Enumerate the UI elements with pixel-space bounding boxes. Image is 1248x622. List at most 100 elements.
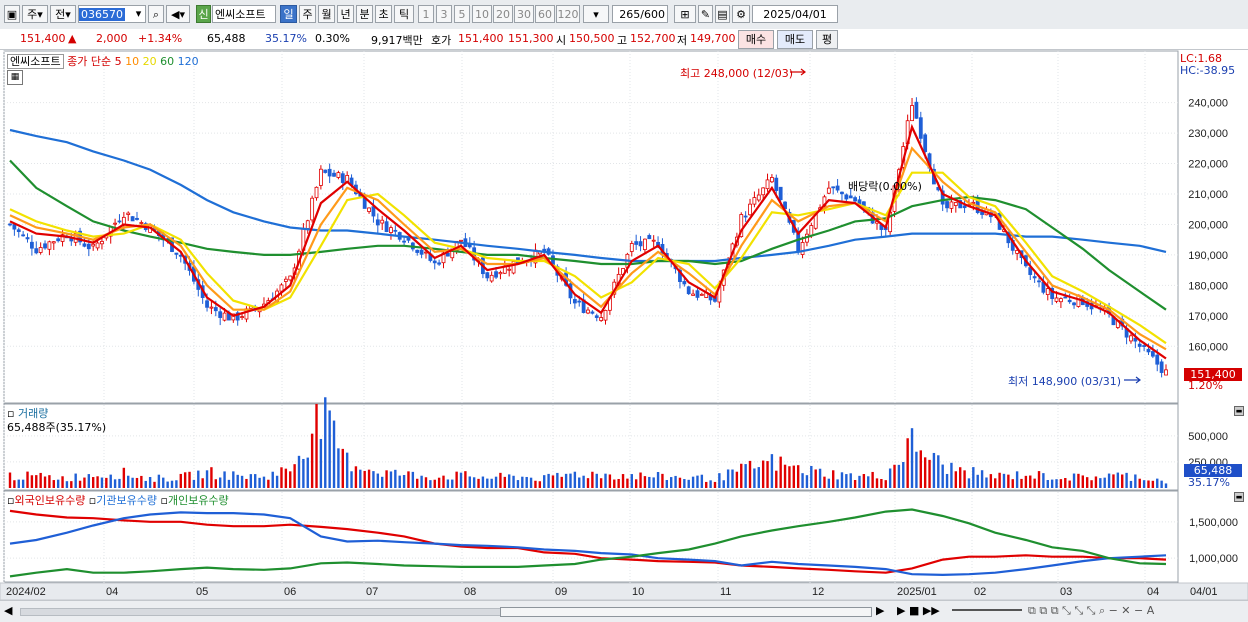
period-month[interactable]: 월 bbox=[318, 5, 335, 23]
period-second[interactable]: 초 bbox=[375, 5, 392, 23]
date-input[interactable]: 2025/04/01 bbox=[752, 5, 838, 23]
volume-bar bbox=[923, 457, 927, 488]
period-day[interactable]: 일 bbox=[280, 5, 297, 23]
volume-bar bbox=[48, 475, 51, 488]
scroll-right-icon[interactable]: ▶ bbox=[876, 604, 885, 617]
period-year[interactable]: 년 bbox=[337, 5, 354, 23]
candle-body bbox=[367, 207, 371, 212]
volume-bar bbox=[652, 477, 655, 488]
volume-bar bbox=[464, 471, 467, 488]
play-icon[interactable]: ▶ ■ ▶▶ bbox=[897, 604, 940, 617]
volume-bar bbox=[915, 451, 918, 488]
volume-bar bbox=[455, 471, 458, 488]
volume-bar bbox=[788, 466, 791, 488]
draw-icon[interactable]: ✎ bbox=[698, 5, 713, 23]
volume-bar bbox=[963, 470, 966, 488]
candle-body bbox=[695, 290, 700, 298]
x-tick-label: 06 bbox=[284, 586, 296, 598]
sell-button[interactable]: 매도 bbox=[777, 30, 813, 49]
interval-120[interactable]: 120 bbox=[556, 5, 580, 23]
candle-body bbox=[1146, 348, 1151, 353]
volume-bar bbox=[880, 479, 883, 488]
save-icon[interactable]: ▤ bbox=[715, 5, 730, 23]
volume-bar bbox=[21, 479, 25, 488]
volume-bar bbox=[306, 457, 309, 488]
price-tick-label: 220,000 bbox=[1188, 159, 1228, 171]
scroll-thumb[interactable] bbox=[500, 607, 872, 617]
volume-bar bbox=[814, 469, 817, 488]
volume-bar bbox=[1138, 478, 1141, 488]
volume-bar bbox=[135, 477, 139, 488]
x-tick-label: 10 bbox=[632, 586, 644, 598]
volume-bar bbox=[359, 469, 362, 488]
volume-bar bbox=[503, 476, 507, 488]
volume-bar bbox=[13, 480, 16, 488]
candle-body bbox=[34, 248, 39, 254]
candle-body bbox=[29, 241, 34, 249]
legend-stock-name[interactable]: 엔씨소프트 bbox=[7, 54, 64, 69]
count-input[interactable]: 265/600 bbox=[612, 5, 668, 23]
interval-dropdown[interactable]: ▾ bbox=[583, 5, 609, 23]
period-year-label: 년 bbox=[340, 8, 351, 21]
interval-30[interactable]: 30 bbox=[514, 5, 534, 23]
candle-body bbox=[1150, 351, 1155, 357]
code-input[interactable]: 036570 bbox=[78, 5, 146, 23]
volume-bar bbox=[823, 476, 826, 488]
volume-bar bbox=[83, 477, 86, 488]
volume-bar bbox=[718, 473, 721, 488]
volume-bar bbox=[740, 463, 743, 488]
crosshair-icon[interactable]: ⊞ bbox=[674, 5, 696, 23]
period-week[interactable]: 주 bbox=[299, 5, 316, 23]
price-tick-label: 240,000 bbox=[1188, 98, 1228, 110]
bottom-nav-bar: ◀ ▶ ▶ ■ ▶▶ ⧉ ⧉ ⧉ ⤡ ⤡ ⤡ ⌕ − ✕ − A bbox=[0, 600, 1248, 622]
interval-5[interactable]: 5 bbox=[454, 5, 470, 23]
volume-bar bbox=[376, 473, 380, 488]
interval-10[interactable]: 10 bbox=[472, 5, 492, 23]
x-tick-label: 08 bbox=[464, 586, 476, 598]
period-minute[interactable]: 분 bbox=[356, 5, 373, 23]
volume-bar bbox=[766, 461, 769, 488]
volume-title: 거래량 bbox=[17, 407, 49, 420]
holdings-panel bbox=[9, 508, 1167, 578]
stock-chart[interactable]: 240,000 230,000 220,000 210,000 200,000 190,0… bbox=[0, 0, 1248, 600]
volume-bar bbox=[223, 471, 226, 488]
volume-bar bbox=[1064, 477, 1067, 488]
volume-bar bbox=[433, 479, 436, 488]
zoom-slider[interactable] bbox=[952, 606, 1022, 611]
volume-bar bbox=[61, 476, 64, 488]
candle-body bbox=[240, 316, 244, 318]
eval-button[interactable]: 평 bbox=[816, 30, 838, 49]
interval-3[interactable]: 3 bbox=[436, 5, 452, 23]
grid-icon[interactable]: ▦ bbox=[7, 70, 23, 85]
sound-icon[interactable]: ◀▾ bbox=[166, 5, 190, 23]
interval-1[interactable]: 1 bbox=[418, 5, 434, 23]
volume-bar bbox=[578, 477, 581, 488]
buy-button[interactable]: 매수 bbox=[738, 30, 774, 49]
view-tools-icon[interactable]: ⧉ ⧉ ⧉ ⤡ ⤡ ⤡ ⌕ − ✕ − A bbox=[1028, 604, 1155, 617]
code-dropdown-icon[interactable]: ▾ bbox=[135, 7, 142, 20]
interval-60[interactable]: 60 bbox=[535, 5, 555, 23]
candle-body bbox=[406, 237, 411, 241]
holdings-close-icon[interactable]: ▬ bbox=[1234, 492, 1244, 502]
scroll-left-icon[interactable]: ◀ bbox=[4, 604, 13, 617]
volume-close-icon[interactable]: ▬ bbox=[1234, 406, 1244, 416]
period-tick[interactable]: 틱 bbox=[394, 5, 414, 23]
volume-bar bbox=[1020, 478, 1023, 488]
tab-week[interactable]: 주▾ bbox=[22, 5, 48, 23]
chart-menu-icon[interactable]: ▣ bbox=[4, 5, 20, 23]
interval-20[interactable]: 20 bbox=[493, 5, 513, 23]
candle-body bbox=[1133, 337, 1138, 342]
tab-all[interactable]: 전▾ bbox=[50, 5, 76, 23]
price-tick-label: 170,000 bbox=[1188, 311, 1228, 323]
volume-bar bbox=[757, 467, 760, 488]
volume-bar bbox=[310, 433, 314, 488]
volume-bar bbox=[367, 469, 371, 488]
gear-icon[interactable]: ⚙ bbox=[732, 5, 750, 23]
legend-ma60: 60 bbox=[160, 55, 175, 68]
x-tick-label: 03 bbox=[1060, 586, 1072, 598]
candle-body bbox=[174, 252, 179, 255]
volume-bar bbox=[284, 468, 288, 488]
volume-bar bbox=[569, 473, 572, 488]
volume-bar bbox=[170, 480, 174, 488]
search-icon[interactable]: ⌕ bbox=[148, 5, 164, 23]
